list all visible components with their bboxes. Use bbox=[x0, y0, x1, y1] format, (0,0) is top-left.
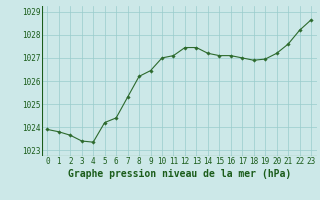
X-axis label: Graphe pression niveau de la mer (hPa): Graphe pression niveau de la mer (hPa) bbox=[68, 169, 291, 179]
